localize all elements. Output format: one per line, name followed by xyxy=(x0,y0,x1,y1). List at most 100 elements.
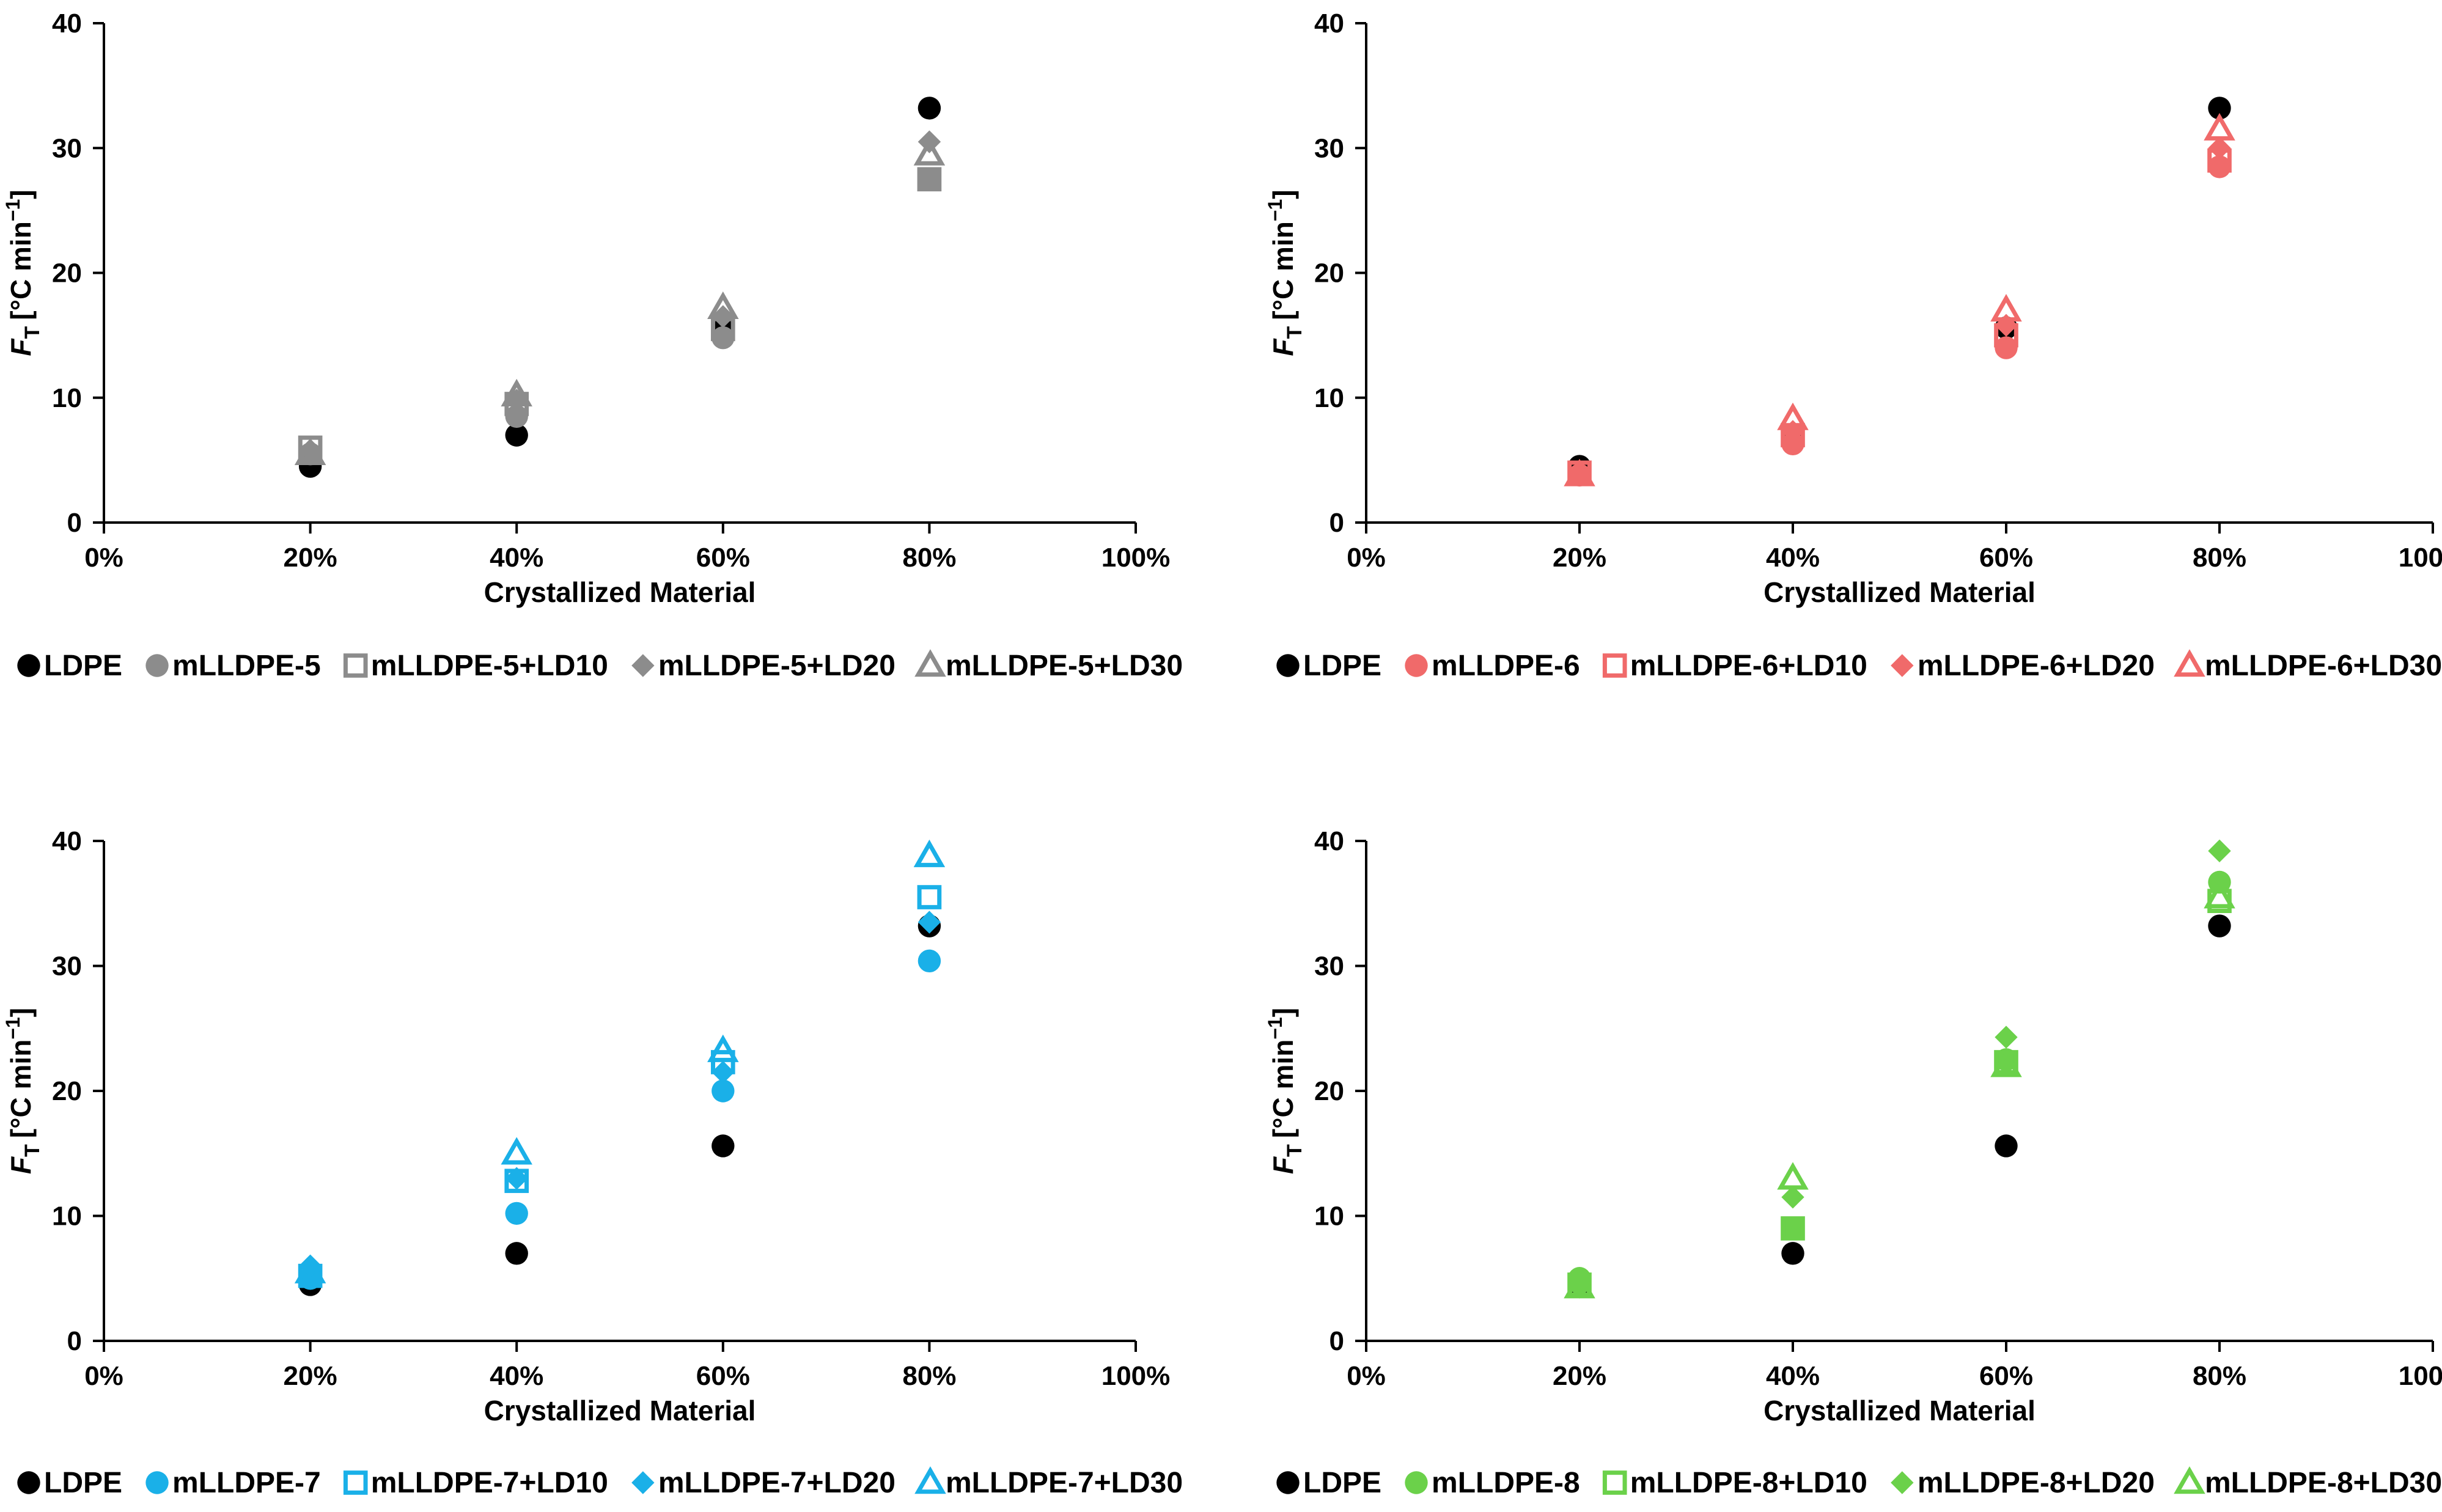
y-axis-title-unit: [°C min xyxy=(1267,221,1299,320)
y-tick-label: 40 xyxy=(52,826,82,856)
point-ldpe-2 xyxy=(505,1242,528,1265)
point-mlldpe-8-2 xyxy=(1781,1217,1804,1240)
y-tick-label: 30 xyxy=(1314,133,1344,163)
x-axis-title: Crystallized Material xyxy=(484,1395,756,1426)
point-ldpe-3 xyxy=(1995,1134,2018,1158)
legend: LDPE mLLDPE-5 mLLDPE-5+LD10 mLLDPE-5+LD20 mL… xyxy=(17,649,1183,682)
y-axis-title-unit: [°C min xyxy=(5,1040,37,1139)
chart-panel-1: 0 10 20 30 40 0% 20% 40% 60% 80% 100% Crystallized … xyxy=(2,9,1183,682)
y-axis-title-symbol: F xyxy=(5,338,37,356)
x-tick-label: 100% xyxy=(1101,543,1171,573)
x-tick-label: 40% xyxy=(490,543,543,573)
y-axis-title-superscript: −1 xyxy=(2,199,24,221)
legend-marker xyxy=(145,654,169,677)
point-mlldpe-8-ld20-1 xyxy=(1568,1275,1591,1299)
y-tick-label: 20 xyxy=(52,259,82,288)
point-ldpe-4 xyxy=(918,97,941,120)
legend-label: mLLDPE-8+LD30 xyxy=(2205,1467,2442,1499)
legend-marker xyxy=(1891,1471,1914,1494)
legend-label: mLLDPE-8 xyxy=(1432,1467,1580,1499)
y-tick-label: 10 xyxy=(52,383,82,413)
y-axis-title-close: ] xyxy=(1267,1008,1299,1017)
x-tick-label: 60% xyxy=(696,1361,750,1391)
x-tick-label: 20% xyxy=(284,1361,337,1391)
y-tick-label: 10 xyxy=(1314,383,1344,413)
y-axis-title-superscript: −1 xyxy=(1264,1017,1286,1039)
legend: LDPE mLLDPE-8 mLLDPE-8+LD10 mLLDPE-8+LD20 mL… xyxy=(1276,1466,2442,1499)
legend-marker xyxy=(1602,653,1627,678)
legend-marker xyxy=(1405,654,1428,677)
point-mlldpe-7-ld20-2 xyxy=(505,1167,528,1190)
y-axis-title-subscript: T xyxy=(21,326,44,339)
x-tick-label: 100% xyxy=(2399,543,2442,573)
x-tick-label: 40% xyxy=(1766,543,1820,573)
y-axis-title: FT [°C min−1] xyxy=(1264,1008,1306,1174)
x-axis-title: Crystallized Material xyxy=(484,576,756,608)
point-mlldpe-5-ld20-2 xyxy=(505,389,528,412)
legend-label: mLLDPE-6+LD10 xyxy=(1630,650,1867,682)
x-tick-label: 100% xyxy=(1101,1361,1171,1391)
y-tick-label: 0 xyxy=(67,508,82,538)
point-mlldpe-6-ld30-4 xyxy=(2204,112,2235,141)
point-mlldpe-5-2 xyxy=(505,405,528,428)
x-tick-label: 20% xyxy=(284,543,337,573)
y-axis-title-unit: [°C min xyxy=(1267,1040,1299,1139)
y-axis-title-unit: [°C min xyxy=(5,221,37,320)
x-tick-label: 80% xyxy=(902,1361,956,1391)
point-mlldpe-7-ld20-3 xyxy=(712,1060,735,1084)
x-tick-label: 20% xyxy=(1553,543,1606,573)
chart-panel-2: 0 10 20 30 40 0% 20% 40% 60% 80% 100% Crystallized … xyxy=(1264,9,2442,682)
x-tick-label: 0% xyxy=(84,1361,123,1391)
legend-label: mLLDPE-6+LD20 xyxy=(1918,650,2155,682)
legend-label: LDPE xyxy=(1303,650,1381,682)
point-ldpe-4 xyxy=(2208,97,2231,120)
point-mlldpe-8-ld30-4 xyxy=(2204,881,2235,909)
y-axis-title-close: ] xyxy=(5,189,37,199)
point-mlldpe-5-ld30-4 xyxy=(913,138,946,166)
y-axis-title-superscript: −1 xyxy=(1264,199,1286,221)
x-tick-label: 100% xyxy=(2399,1361,2442,1391)
y-axis-title-symbol: F xyxy=(1267,1156,1299,1174)
x-tick-label: 60% xyxy=(696,543,750,573)
point-mlldpe-8-ld30-1 xyxy=(1564,1271,1595,1299)
legend-label: mLLDPE-8+LD10 xyxy=(1630,1467,1867,1499)
legend-label: LDPE xyxy=(44,650,122,682)
y-tick-label: 0 xyxy=(1329,508,1344,538)
legend-marker xyxy=(343,1470,368,1495)
legend-marker xyxy=(17,1471,40,1494)
legend-label: mLLDPE-5+LD30 xyxy=(946,650,1183,682)
point-ldpe-2 xyxy=(505,424,528,447)
y-axis-title: FT [°C min−1] xyxy=(2,189,44,356)
x-tick-label: 60% xyxy=(1979,543,2033,573)
y-tick-label: 40 xyxy=(1314,826,1344,856)
y-tick-label: 30 xyxy=(52,133,82,163)
point-mlldpe-7-ld20-4 xyxy=(918,911,941,934)
legend-marker xyxy=(914,649,946,677)
point-mlldpe-7-4 xyxy=(918,949,941,973)
y-tick-label: 20 xyxy=(52,1076,82,1106)
legend-label: mLLDPE-7+LD20 xyxy=(658,1467,896,1499)
x-tick-label: 80% xyxy=(902,543,956,573)
y-axis-title: FT [°C min−1] xyxy=(1264,189,1306,356)
point-mlldpe-5-ld30-3 xyxy=(707,291,739,319)
point-mlldpe-5-ld30-2 xyxy=(501,378,532,406)
x-tick-label: 80% xyxy=(2193,1361,2246,1391)
y-tick-label: 0 xyxy=(67,1326,82,1356)
point-mlldpe-7-ld10-4 xyxy=(917,885,942,909)
y-tick-label: 20 xyxy=(1314,1076,1344,1106)
x-tick-label: 60% xyxy=(1979,1361,2033,1391)
point-mlldpe-8-ld20-4 xyxy=(2208,839,2231,863)
point-mlldpe-7-ld30-1 xyxy=(294,1255,326,1283)
legend-marker xyxy=(343,653,368,678)
point-mlldpe-8-ld20-2 xyxy=(1781,1186,1804,1209)
x-tick-label: 0% xyxy=(1347,543,1386,573)
x-tick-label: 40% xyxy=(490,1361,543,1391)
point-mlldpe-5-4 xyxy=(918,167,941,191)
point-mlldpe-6-ld30-3 xyxy=(1990,294,2022,322)
legend-label: mLLDPE-7+LD10 xyxy=(371,1467,608,1499)
legend-marker xyxy=(1276,1471,1300,1494)
legend-label: mLLDPE-6 xyxy=(1432,650,1580,682)
y-axis-title-symbol: F xyxy=(5,1156,37,1174)
legend-label: mLLDPE-5+LD20 xyxy=(658,650,896,682)
